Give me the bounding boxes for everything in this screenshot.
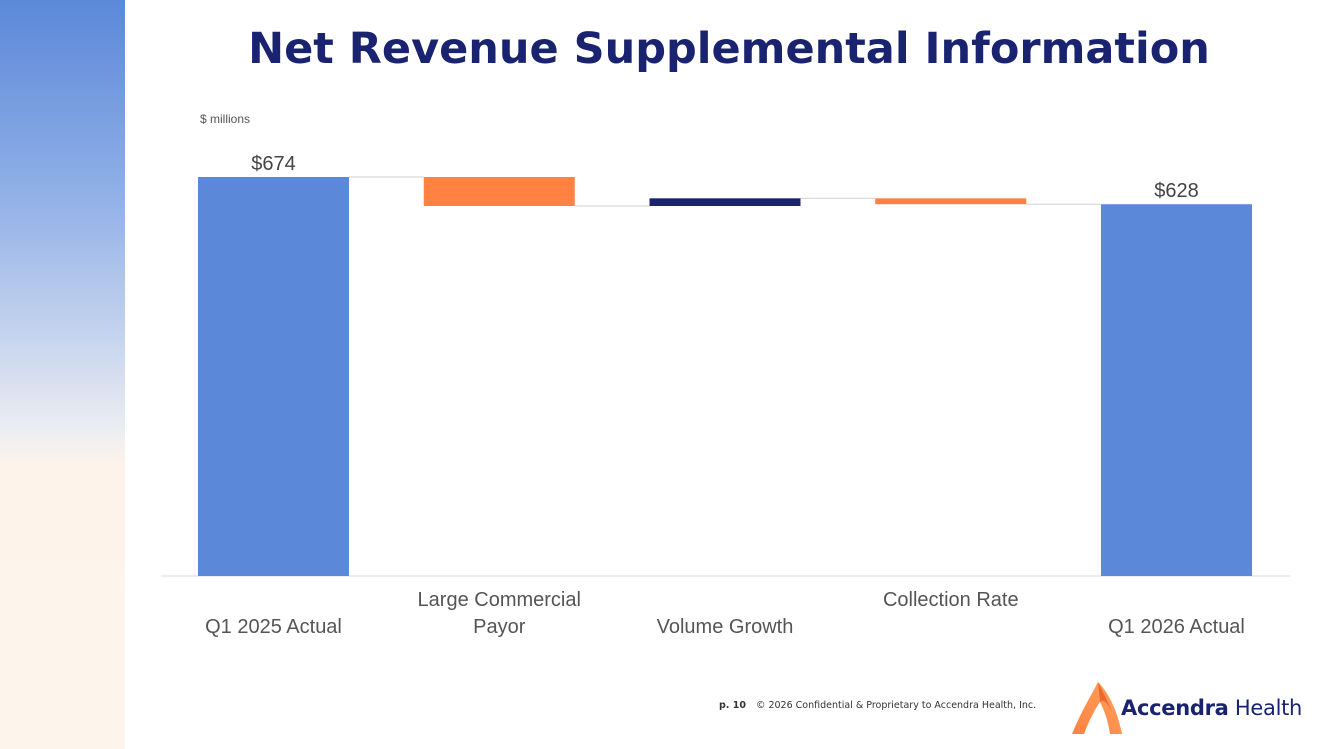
page-number: p. 10	[719, 700, 746, 711]
data-label: $628	[1154, 180, 1199, 202]
page-title: Net Revenue Supplemental Information	[248, 24, 1210, 74]
category-label: Q1 2026 Actual	[1108, 616, 1245, 638]
bar-decrease	[423, 177, 575, 207]
units-label: $ millions	[200, 112, 251, 126]
accendra-flame-logo-icon	[1072, 682, 1122, 734]
logo-wordmark: Accendra Health	[1121, 696, 1302, 720]
category-label: Volume Growth	[657, 616, 794, 638]
bar-decrease	[875, 198, 1027, 205]
copyright-text: © 2026 Confidential & Proprietary to Acc…	[755, 700, 1037, 711]
bar-total	[198, 177, 349, 576]
bar-total	[1101, 204, 1252, 577]
footer: p. 10 © 2026 Confidential & Proprietary t…	[719, 700, 1036, 711]
side-gradient-band	[0, 0, 125, 749]
data-label: $674	[251, 153, 296, 175]
category-label: Q1 2025 Actual	[205, 616, 342, 638]
category-label: Payor	[473, 616, 526, 638]
company-logo: Accendra Health	[1068, 680, 1302, 738]
bar-increase	[649, 198, 801, 207]
logo-suffix: Health	[1234, 696, 1303, 720]
category-label: Large Commercial	[418, 589, 581, 611]
category-label: Collection Rate	[883, 589, 1019, 611]
logo-brand: Accendra	[1121, 696, 1229, 720]
